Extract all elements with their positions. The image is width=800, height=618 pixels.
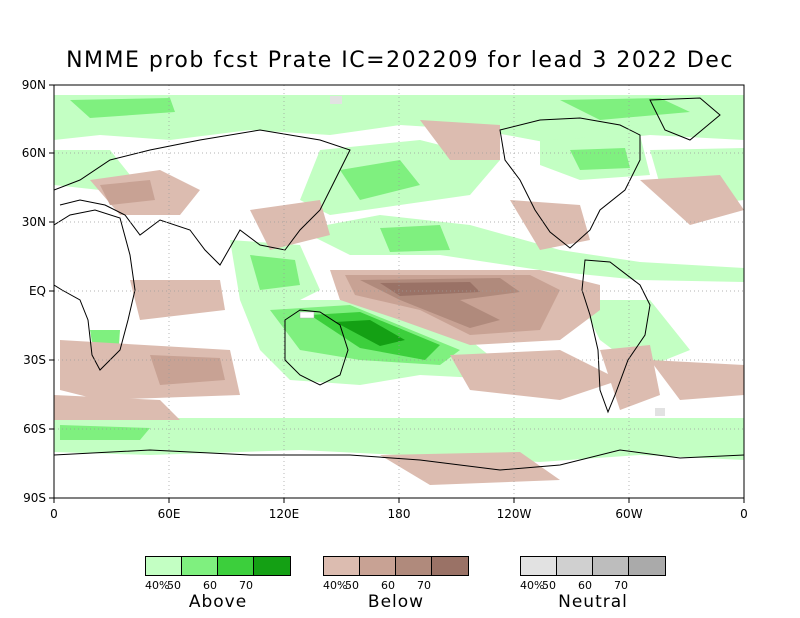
x-tick-label: 60E xyxy=(158,507,181,521)
above-50-subtrop-pacific xyxy=(380,225,450,252)
below-40-se-pacific xyxy=(450,350,620,400)
above-50-maritime xyxy=(250,255,300,290)
y-tick-label: 90N xyxy=(22,78,46,92)
coast-eurasia xyxy=(54,129,351,266)
legend-swatch xyxy=(182,557,218,575)
y-tick-label: 60S xyxy=(23,422,46,436)
legend-swatch xyxy=(629,557,665,575)
legend-above: 40% 50 60 70 Above xyxy=(145,556,291,612)
legend-swatch xyxy=(218,557,254,575)
map-title: NMME prob fcst Prate IC=202209 for lead … xyxy=(66,48,734,73)
legend-above-name: Above xyxy=(188,592,248,612)
coast-antarctica xyxy=(54,449,744,471)
below-40-e-asia xyxy=(250,200,330,250)
legend-below: 40% 50 60 70 Below xyxy=(323,556,469,612)
map-grid xyxy=(54,85,744,498)
below-50-asia xyxy=(100,180,155,205)
x-tick-label: 120E xyxy=(269,507,300,521)
above-40-s-america xyxy=(580,300,690,370)
above-70-sw-pacific xyxy=(335,320,405,346)
below-40-s-indian xyxy=(60,340,240,400)
below-40-alaska xyxy=(420,120,500,160)
legend-swatch xyxy=(432,557,468,575)
below-40-n-atlantic xyxy=(640,175,744,225)
legend-above-ticks: 40% 50 60 70 xyxy=(145,579,291,592)
above-40-arctic xyxy=(54,95,744,145)
legend-below-swatches xyxy=(323,556,469,576)
x-tick-label: 0 xyxy=(50,507,58,521)
coast-s-america xyxy=(581,259,651,414)
below-40-s-atlantic xyxy=(650,360,744,400)
legend-tick: 60 xyxy=(203,579,217,592)
legend-tick: 40% xyxy=(520,579,545,592)
above-50-canada xyxy=(570,148,630,170)
legend-swatch xyxy=(360,557,396,575)
y-tick-label: 30N xyxy=(22,215,46,229)
legend-tick: 70 xyxy=(417,579,431,592)
legend-tick: 70 xyxy=(239,579,253,592)
x-tick-label: 0 xyxy=(740,507,748,521)
y-tick-label: 30S xyxy=(23,353,46,367)
above-50-n-pacific xyxy=(340,160,420,200)
legend-tick: 50 xyxy=(345,579,359,592)
legend-swatch xyxy=(557,557,593,575)
x-axis-labels: 0 60E 120E 180 120W 60W 0 xyxy=(50,507,748,521)
axis-ticks xyxy=(49,84,745,503)
y-tick-label: 60N xyxy=(22,146,46,160)
legend-tick: 60 xyxy=(578,579,592,592)
legend-below-name: Below xyxy=(367,592,425,612)
legend-swatch xyxy=(396,557,432,575)
x-tick-label: 60W xyxy=(615,507,642,521)
neutral-patch xyxy=(330,96,342,104)
legend-above-swatches xyxy=(145,556,291,576)
above-50-arctic-a xyxy=(70,98,175,118)
below-70-eq-pacific xyxy=(380,282,480,296)
legend-tick: 50 xyxy=(542,579,556,592)
legend-neutral-swatches xyxy=(520,556,666,576)
below-40-s-us xyxy=(510,200,590,250)
x-tick-label: 180 xyxy=(388,507,411,521)
below-40-s-indian-hl xyxy=(54,395,180,420)
neutral-patch xyxy=(655,408,665,416)
below-50-s-indian xyxy=(150,355,225,385)
legend-tick: 60 xyxy=(381,579,395,592)
neutral-patch xyxy=(299,311,315,319)
legend-swatch xyxy=(521,557,557,575)
legend-tick: 40% xyxy=(145,579,170,592)
coastlines xyxy=(54,97,744,471)
legend-neutral: 40% 50 60 70 Neutral xyxy=(520,556,666,612)
coast-africa xyxy=(54,209,136,371)
y-tick-label: EQ xyxy=(29,284,46,298)
x-tick-label: 120W xyxy=(497,507,532,521)
legend-tick: 50 xyxy=(167,579,181,592)
coast-australia xyxy=(284,309,349,386)
legend-neutral-name: Neutral xyxy=(558,592,628,612)
legend-swatch xyxy=(146,557,182,575)
legend-tick: 70 xyxy=(614,579,628,592)
legend-tick: 40% xyxy=(323,579,348,592)
legend-swatch xyxy=(254,557,290,575)
legend-swatch xyxy=(593,557,629,575)
probability-shading xyxy=(54,95,744,485)
y-axis-labels: 90N 60N 30N EQ 30S 60S 90S xyxy=(22,78,46,505)
legend-below-ticks: 40% 50 60 70 xyxy=(323,579,469,592)
y-tick-label: 90S xyxy=(23,491,46,505)
below-40-indian xyxy=(130,280,225,320)
legend-swatch xyxy=(324,557,360,575)
coast-n-america xyxy=(499,117,641,249)
legend-neutral-ticks: 40% 50 60 70 xyxy=(520,579,666,592)
coast-greenland xyxy=(649,97,721,141)
